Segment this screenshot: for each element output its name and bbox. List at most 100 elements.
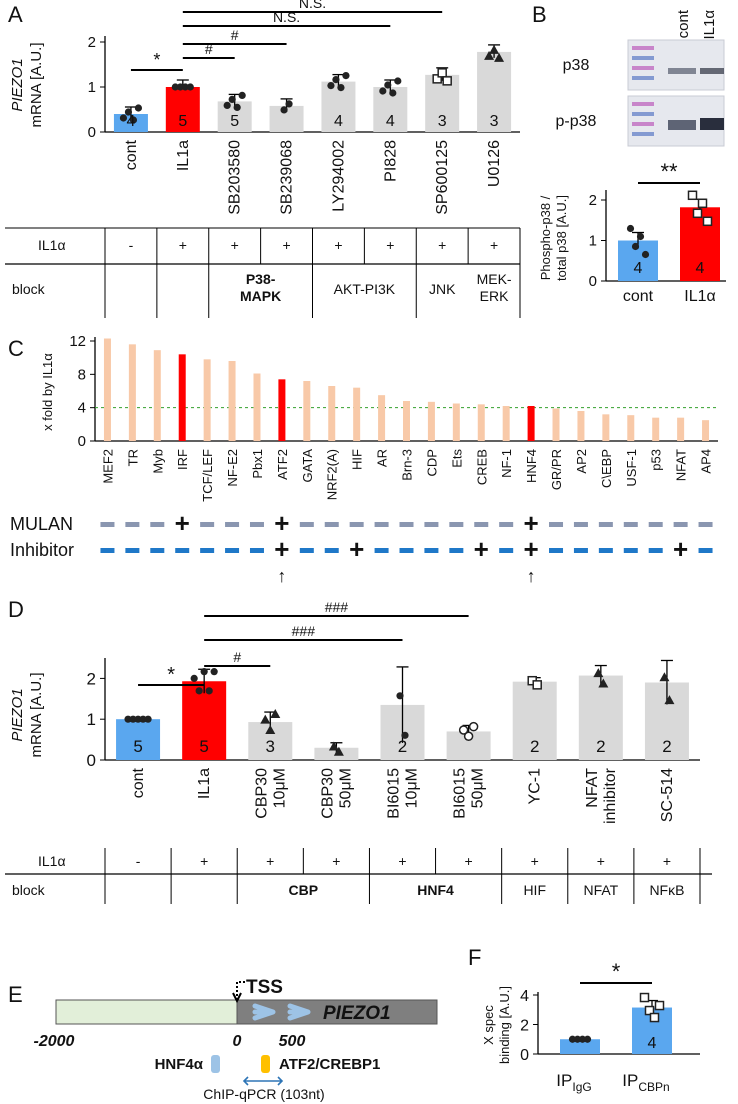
c-dash-mark [100, 548, 115, 553]
d-point [333, 746, 344, 756]
e-amplicon-arrow-icon [242, 1076, 284, 1086]
a-block-group: MEK-ERK [477, 271, 512, 304]
c-dash-mark [299, 548, 314, 553]
c-bar-AP4 [702, 420, 710, 441]
c-xtick-label: NRF2(A) [325, 449, 340, 500]
d-ytick-label: 1 [87, 710, 96, 729]
d-point [396, 692, 404, 700]
b-band-cont [668, 68, 696, 74]
d-xtick-label: NFAT [584, 768, 601, 808]
c-xtick-label: p53 [649, 449, 664, 471]
d-xtick-label: YC-1 [527, 768, 544, 805]
c-bar-USF-1 [627, 415, 635, 441]
d-n-label: 2 [398, 737, 407, 756]
c-xtick-label: TCF/LEF [200, 449, 215, 502]
panel-label-f: F [468, 945, 481, 970]
a-xtick-label: U0126 [486, 140, 503, 187]
c-dash-mark [374, 548, 389, 553]
b-ytick-label: 2 [589, 192, 597, 209]
d-point [134, 715, 142, 723]
c-dash-mark [549, 548, 564, 553]
panel-f: F 0 2 4 X spec binding [A.U.] IPIgG 4 IPCBPn * [468, 945, 700, 1094]
d-ytick-label: 2 [87, 669, 96, 688]
a-table-cell: + [282, 237, 290, 253]
d-n-label: 3 [266, 737, 275, 756]
d-block-group: HIF [523, 882, 546, 898]
e-position-label: 0 [233, 1033, 242, 1050]
c-plus-mark: + [524, 534, 539, 564]
c-row-label: MULAN [10, 514, 73, 534]
b-ladder-band [632, 102, 654, 106]
b-point [697, 198, 708, 209]
c-bar-NFAT [677, 417, 685, 441]
c-bar-Pbx1 [253, 373, 261, 441]
c-dash-mark [499, 522, 514, 527]
c-xtick-label: HNF4 [524, 449, 539, 483]
c-dash-mark [324, 522, 339, 527]
b-n-label: 4 [634, 260, 643, 277]
a-point [442, 76, 452, 86]
panel-e: E TSS PIEZO1 -2000 0 500 HNF4α ATF2/CREBP1 ChIP-… [8, 977, 438, 1102]
a-point [171, 83, 179, 91]
a-table-cell: + [490, 237, 498, 253]
c-xtick-label: Myb [150, 449, 165, 474]
panel-c: C 0 4 8 12 x fold by IL1α MEF2 TR Myb IRF TCF/LEF N… [8, 333, 718, 586]
a-n-label: 5 [230, 113, 239, 130]
b-ladder-band [632, 46, 654, 50]
c-dash-mark [424, 522, 439, 527]
f-xtick-label: IPCBPn [622, 1071, 669, 1094]
c-arrow-icon: ↑ [277, 566, 286, 586]
d-ylabel-gene: PIEZO1 [9, 688, 26, 741]
c-dash-mark [648, 548, 663, 553]
a-point [332, 76, 340, 84]
a-point [484, 50, 495, 60]
e-direction-arrow-icon [252, 1003, 276, 1021]
e-direction-arrow-icon [287, 1003, 311, 1021]
b-sig-label: ** [660, 159, 678, 184]
a-n-label: 4 [334, 113, 343, 130]
c-dash-mark [150, 522, 165, 527]
panel-label-d: D [8, 597, 24, 622]
a-point [223, 101, 231, 109]
d-point [139, 715, 147, 723]
f-n-label: 4 [648, 1035, 657, 1052]
c-bar-NF-E2 [228, 361, 236, 441]
a-point [119, 114, 128, 122]
a-block-group: P38-MAPK [240, 271, 281, 304]
b-xtick-label: IL1α [684, 288, 716, 305]
b-ladder-band [632, 132, 654, 136]
c-xtick-label: IRF [175, 449, 190, 470]
c-xtick-label: GR/PR [549, 449, 564, 490]
d-point [468, 721, 479, 732]
c-bar-TR [128, 344, 136, 441]
e-chip-label: ChIP-qPCR (103nt) [203, 1086, 324, 1102]
b-band-il1a [700, 68, 724, 74]
c-xtick-label: Brn-3 [400, 449, 415, 481]
f-ytick-label: 4 [520, 988, 529, 1005]
b-bar-IL1α [680, 207, 720, 281]
b-blot-header-cont: cont [675, 9, 692, 38]
a-point [129, 116, 138, 124]
d-point [659, 672, 670, 682]
a-point [384, 81, 392, 89]
d-n-label: 2 [662, 737, 671, 756]
c-dash-mark [598, 522, 613, 527]
c-xtick-label: MEF2 [100, 449, 115, 484]
c-bar-AR [378, 395, 386, 441]
c-dash-mark [573, 522, 588, 527]
c-plus-mark: + [524, 508, 539, 538]
c-xtick-label: Ets [449, 449, 464, 468]
c-bar-NF-1 [502, 406, 510, 441]
d-table-cell: + [266, 853, 274, 869]
a-sig-4-label: N.S. [299, 0, 326, 11]
c-dash-mark [673, 522, 688, 527]
d-table-cell: + [200, 853, 208, 869]
a-point [337, 84, 345, 92]
d-xtick-label: 50μM [337, 768, 354, 808]
d-sig-3-label: ### [325, 599, 349, 615]
a-xtick-label: SB239068 [279, 140, 296, 215]
c-dash-mark [399, 522, 414, 527]
b-point [692, 208, 703, 219]
a-table-row2-label: block [12, 281, 46, 297]
d-point [664, 695, 675, 705]
